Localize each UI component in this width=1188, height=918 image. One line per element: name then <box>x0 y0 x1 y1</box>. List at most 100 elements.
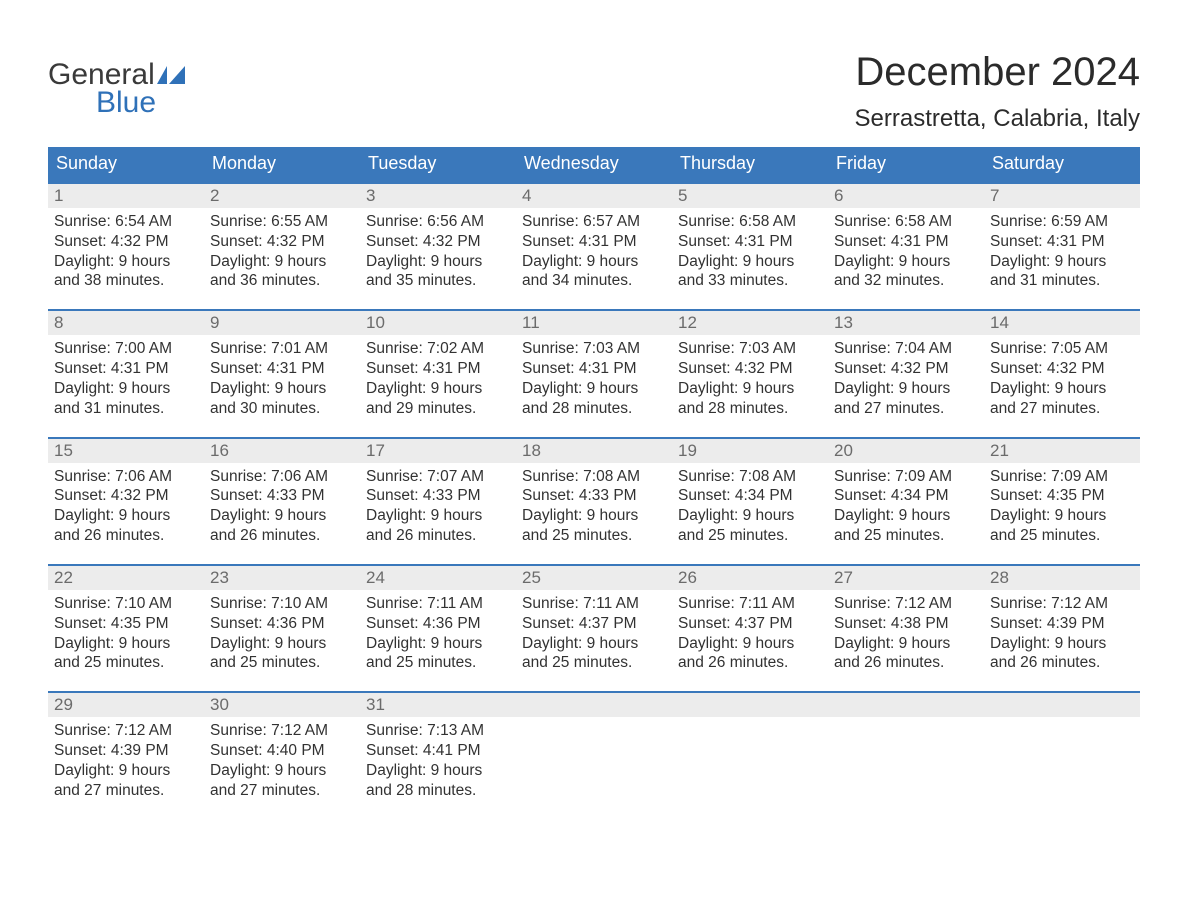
day-number: 11 <box>516 311 672 335</box>
day-details: Sunrise: 6:59 AMSunset: 4:31 PMDaylight:… <box>984 208 1140 291</box>
daylight-text: Daylight: 9 hours <box>834 634 976 654</box>
sunset-text: Sunset: 4:31 PM <box>210 359 352 379</box>
sunset-text: Sunset: 4:32 PM <box>54 486 196 506</box>
sunrise-text: Sunrise: 6:59 AM <box>990 212 1132 232</box>
daylight-text: Daylight: 9 hours <box>54 761 196 781</box>
daylight-text: and 25 minutes. <box>834 526 976 546</box>
daylight-text: and 26 minutes. <box>834 653 976 673</box>
day-details-row: Sunrise: 6:54 AMSunset: 4:32 PMDaylight:… <box>48 208 1140 309</box>
logo-text-blue: Blue <box>96 86 156 120</box>
sunset-text: Sunset: 4:32 PM <box>366 232 508 252</box>
sunrise-text: Sunrise: 6:54 AM <box>54 212 196 232</box>
daylight-text: Daylight: 9 hours <box>366 252 508 272</box>
day-details-row: Sunrise: 7:12 AMSunset: 4:39 PMDaylight:… <box>48 717 1140 818</box>
sunset-text: Sunset: 4:32 PM <box>678 359 820 379</box>
day-details: Sunrise: 7:03 AMSunset: 4:32 PMDaylight:… <box>672 335 828 418</box>
sunset-text: Sunset: 4:31 PM <box>834 232 976 252</box>
sunrise-text: Sunrise: 7:11 AM <box>678 594 820 614</box>
day-details <box>672 717 828 800</box>
daylight-text: Daylight: 9 hours <box>990 634 1132 654</box>
daylight-text: Daylight: 9 hours <box>54 252 196 272</box>
sunset-text: Sunset: 4:31 PM <box>366 359 508 379</box>
sunrise-text: Sunrise: 7:01 AM <box>210 339 352 359</box>
sunset-text: Sunset: 4:41 PM <box>366 741 508 761</box>
sunset-text: Sunset: 4:34 PM <box>678 486 820 506</box>
daylight-text: and 27 minutes. <box>210 781 352 801</box>
sunset-text: Sunset: 4:31 PM <box>678 232 820 252</box>
sunset-text: Sunset: 4:36 PM <box>210 614 352 634</box>
sunrise-text: Sunrise: 7:07 AM <box>366 467 508 487</box>
day-number: 1 <box>48 184 204 208</box>
daylight-text: and 26 minutes. <box>366 526 508 546</box>
weeks-container: 1234567Sunrise: 6:54 AMSunset: 4:32 PMDa… <box>48 182 1140 819</box>
daylight-text: Daylight: 9 hours <box>54 634 196 654</box>
sunset-text: Sunset: 4:32 PM <box>210 232 352 252</box>
sunset-text: Sunset: 4:40 PM <box>210 741 352 761</box>
sunset-text: Sunset: 4:35 PM <box>54 614 196 634</box>
day-details-row: Sunrise: 7:10 AMSunset: 4:35 PMDaylight:… <box>48 590 1140 691</box>
day-number: 24 <box>360 566 516 590</box>
daylight-text: Daylight: 9 hours <box>990 252 1132 272</box>
daylight-text: Daylight: 9 hours <box>210 634 352 654</box>
daylight-text: and 38 minutes. <box>54 271 196 291</box>
weekday-header: Monday <box>204 147 360 182</box>
day-details: Sunrise: 7:09 AMSunset: 4:34 PMDaylight:… <box>828 463 984 546</box>
day-number: 16 <box>204 439 360 463</box>
day-number: 14 <box>984 311 1140 335</box>
sunrise-text: Sunrise: 6:58 AM <box>834 212 976 232</box>
day-number: 4 <box>516 184 672 208</box>
sunset-text: Sunset: 4:32 PM <box>990 359 1132 379</box>
day-number: 22 <box>48 566 204 590</box>
sunrise-text: Sunrise: 7:09 AM <box>990 467 1132 487</box>
sunset-text: Sunset: 4:39 PM <box>990 614 1132 634</box>
day-number <box>516 693 672 717</box>
daylight-text: and 25 minutes. <box>990 526 1132 546</box>
header: General Blue December 2024 Serrastretta,… <box>48 30 1140 133</box>
day-number: 27 <box>828 566 984 590</box>
daylight-text: Daylight: 9 hours <box>210 761 352 781</box>
day-details: Sunrise: 7:12 AMSunset: 4:40 PMDaylight:… <box>204 717 360 800</box>
day-number: 21 <box>984 439 1140 463</box>
sunrise-text: Sunrise: 6:57 AM <box>522 212 664 232</box>
daylight-text: Daylight: 9 hours <box>834 379 976 399</box>
daylight-text: Daylight: 9 hours <box>522 252 664 272</box>
title-block: December 2024 Serrastretta, Calabria, It… <box>855 30 1140 133</box>
sunrise-text: Sunrise: 6:58 AM <box>678 212 820 232</box>
sunrise-text: Sunrise: 6:56 AM <box>366 212 508 232</box>
day-number-row: 891011121314 <box>48 311 1140 335</box>
sunset-text: Sunset: 4:33 PM <box>366 486 508 506</box>
day-details: Sunrise: 7:01 AMSunset: 4:31 PMDaylight:… <box>204 335 360 418</box>
day-details: Sunrise: 7:13 AMSunset: 4:41 PMDaylight:… <box>360 717 516 800</box>
sunset-text: Sunset: 4:34 PM <box>834 486 976 506</box>
sunrise-text: Sunrise: 7:06 AM <box>54 467 196 487</box>
logo-flag-icon <box>157 66 185 84</box>
day-details: Sunrise: 7:11 AMSunset: 4:37 PMDaylight:… <box>672 590 828 673</box>
day-number-row: 293031 <box>48 693 1140 717</box>
daylight-text: Daylight: 9 hours <box>366 506 508 526</box>
sunrise-text: Sunrise: 7:08 AM <box>678 467 820 487</box>
daylight-text: and 33 minutes. <box>678 271 820 291</box>
day-number: 6 <box>828 184 984 208</box>
day-details: Sunrise: 7:05 AMSunset: 4:32 PMDaylight:… <box>984 335 1140 418</box>
day-number: 12 <box>672 311 828 335</box>
sunrise-text: Sunrise: 7:08 AM <box>522 467 664 487</box>
logo: General Blue <box>48 58 185 120</box>
daylight-text: and 25 minutes. <box>522 526 664 546</box>
sunset-text: Sunset: 4:31 PM <box>522 232 664 252</box>
weekday-header: Saturday <box>984 147 1140 182</box>
sunrise-text: Sunrise: 7:10 AM <box>210 594 352 614</box>
sunset-text: Sunset: 4:35 PM <box>990 486 1132 506</box>
sunrise-text: Sunrise: 7:03 AM <box>522 339 664 359</box>
day-details-row: Sunrise: 7:06 AMSunset: 4:32 PM Daylight:… <box>48 463 1140 564</box>
sunset-text: Sunset: 4:31 PM <box>54 359 196 379</box>
calendar: SundayMondayTuesdayWednesdayThursdayFrid… <box>48 147 1140 819</box>
day-details <box>828 717 984 800</box>
daylight-text: Daylight: 9 hours <box>366 379 508 399</box>
day-number: 19 <box>672 439 828 463</box>
daylight-text: Daylight: 9 hours <box>678 634 820 654</box>
sunrise-text: Sunrise: 7:03 AM <box>678 339 820 359</box>
sunset-text: Sunset: 4:31 PM <box>522 359 664 379</box>
location-subtitle: Serrastretta, Calabria, Italy <box>855 105 1140 133</box>
daylight-text: and 26 minutes. <box>678 653 820 673</box>
daylight-text: and 26 minutes. <box>990 653 1132 673</box>
